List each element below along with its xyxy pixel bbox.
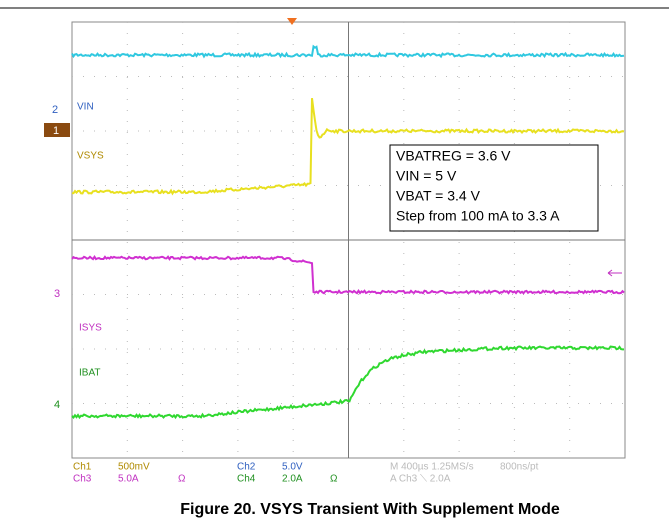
waveform bbox=[71, 345, 624, 420]
readout: 5.0V bbox=[282, 462, 303, 473]
label-ibat: IBAT bbox=[79, 368, 100, 379]
readout: 500mV bbox=[118, 462, 150, 473]
waveform bbox=[71, 254, 625, 295]
readout: M 400µs 1.25MS/s bbox=[390, 462, 474, 473]
waveform bbox=[71, 44, 625, 59]
trigger-marker bbox=[287, 18, 297, 25]
label-isys: ISYS bbox=[79, 323, 102, 334]
readout: 5.0A bbox=[118, 474, 139, 485]
label-vin: VIN bbox=[77, 102, 94, 113]
annotation-line: Step from 100 mA to 3.3 A bbox=[396, 208, 560, 224]
annotation-box bbox=[389, 144, 599, 232]
readout: A Ch3 ⟍ 2.0A bbox=[390, 474, 451, 485]
label-vsys: VSYS bbox=[77, 151, 104, 162]
waveform bbox=[71, 97, 625, 196]
annotation-line: VIN = 5 V bbox=[396, 168, 457, 184]
readout: Ω bbox=[330, 474, 338, 485]
readout: 2.0A bbox=[282, 474, 303, 485]
marker-1: 1 bbox=[53, 125, 59, 137]
readout: 800ns/pt bbox=[500, 462, 539, 473]
trigger-level bbox=[607, 269, 622, 277]
readout: Ω bbox=[178, 474, 186, 485]
marker-4: 4 bbox=[54, 399, 60, 411]
readout: Ch1 bbox=[73, 462, 92, 473]
grid bbox=[72, 22, 625, 458]
caption: Figure 20. VSYS Transient With Supplemen… bbox=[180, 501, 560, 518]
marker-1-box bbox=[44, 123, 70, 137]
readout: Ch2 bbox=[237, 462, 256, 473]
readout: Ch4 bbox=[237, 474, 256, 485]
marker-3: 3 bbox=[54, 288, 60, 300]
readout: Ch3 bbox=[73, 474, 92, 485]
traces bbox=[71, 44, 625, 420]
annotation-line: VBAT = 3.4 V bbox=[396, 188, 481, 204]
marker-2: 2 bbox=[52, 104, 58, 116]
annotation-line: VBATREG = 3.6 V bbox=[396, 148, 511, 164]
